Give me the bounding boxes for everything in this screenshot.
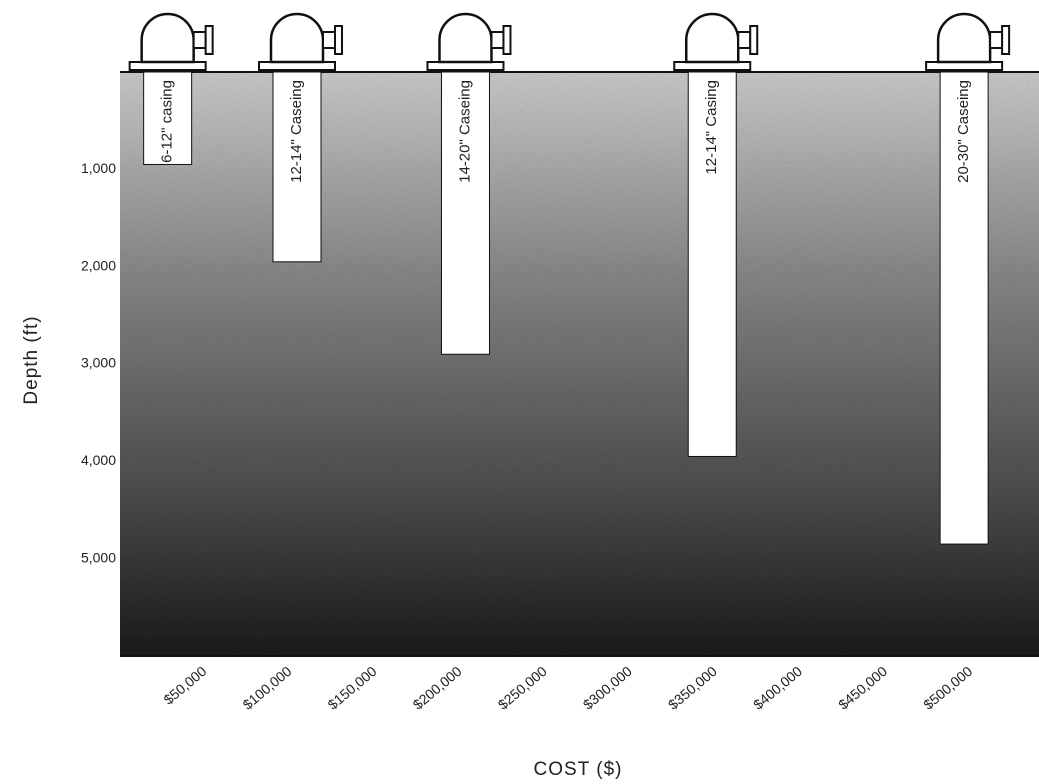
casing-label: 12-14" Casing	[703, 80, 720, 175]
wellhead-dome	[269, 12, 325, 64]
x-tick-label: $50,000	[160, 663, 209, 708]
wellhead	[426, 12, 512, 71]
x-tick-label: $250,000	[495, 663, 550, 713]
casing-label: 14-20" Caseing	[456, 80, 473, 183]
x-tick-label: $450,000	[835, 663, 890, 713]
wellhead-valve	[321, 31, 336, 49]
wellhead-valve	[490, 31, 505, 49]
wellhead	[925, 12, 1011, 71]
y-tick-label: 3,000	[81, 355, 116, 371]
wellhead-dome	[140, 12, 195, 64]
wellhead-valve-cap	[749, 25, 759, 55]
x-tick-label: $200,000	[410, 663, 465, 713]
wellhead-valve-cap	[1001, 25, 1011, 55]
wellhead-dome	[438, 12, 493, 64]
wellhead-valve-cap	[333, 25, 343, 55]
casing-label: 20-30" Caseing	[955, 80, 972, 183]
y-tick-label: 1,000	[81, 160, 116, 176]
wellhead-valve-cap	[204, 25, 214, 55]
casing	[272, 71, 322, 263]
casing	[143, 71, 193, 165]
casing	[939, 71, 989, 545]
casing	[440, 71, 490, 355]
wellhead-valve	[737, 31, 752, 49]
wellhead-dome	[684, 12, 740, 64]
y-tick-label: 5,000	[81, 549, 116, 565]
casing-label: 12-14" Caseing	[288, 80, 305, 183]
wellhead	[673, 12, 759, 71]
x-tick-label: $100,000	[239, 663, 294, 713]
y-tick-label: 2,000	[81, 257, 116, 273]
y-tick-label: 4,000	[81, 452, 116, 468]
x-tick-label: $400,000	[750, 663, 805, 713]
wellhead-dome	[936, 12, 992, 64]
casing-label: 6-12" casing	[159, 80, 176, 163]
wellhead-valve-cap	[502, 25, 512, 55]
x-tick-label: $300,000	[580, 663, 635, 713]
casing	[687, 71, 737, 457]
wellhead	[257, 12, 343, 71]
x-tick-label: $500,000	[920, 663, 975, 713]
ground	[120, 72, 1039, 656]
x-axis-title: COST ($)	[534, 759, 623, 780]
y-axis-title: Depth (ft)	[21, 315, 42, 404]
wellhead-valve	[989, 31, 1004, 49]
wellhead-valve	[192, 31, 207, 49]
x-tick-label: $150,000	[325, 663, 380, 713]
x-tick-label: $350,000	[665, 663, 720, 713]
wellhead	[128, 12, 214, 71]
